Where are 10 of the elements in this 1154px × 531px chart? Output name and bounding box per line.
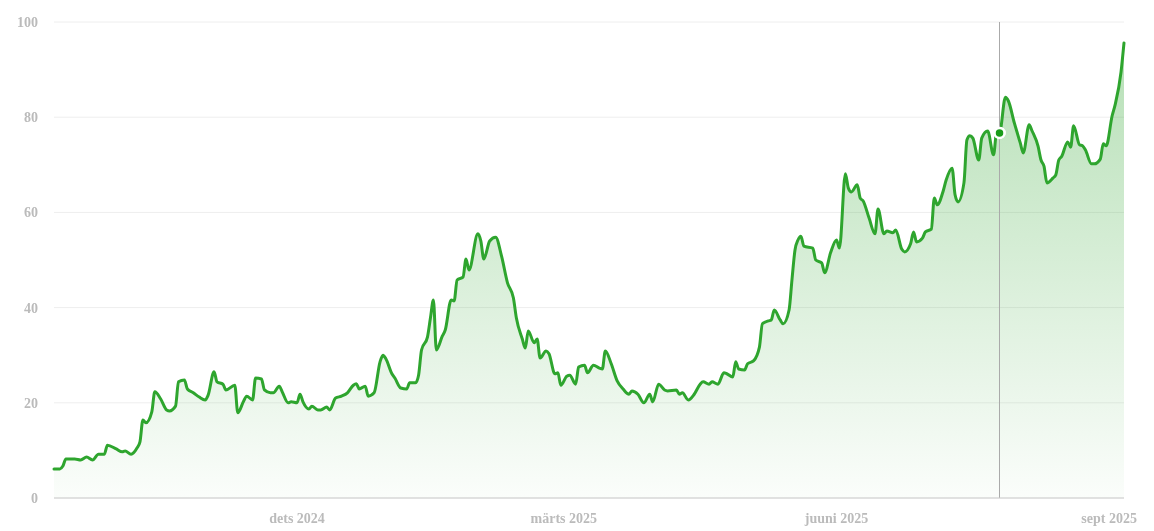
x-tick-label: sept 2025 — [1081, 511, 1137, 526]
y-tick-label: 20 — [24, 395, 38, 411]
y-tick-label: 40 — [24, 300, 38, 316]
x-tick-label: dets 2024 — [269, 511, 325, 526]
y-tick-label: 80 — [24, 110, 38, 126]
y-tick-label: 0 — [31, 490, 38, 506]
x-tick-label: juuni 2025 — [803, 511, 869, 526]
y-tick-label: 100 — [17, 14, 38, 30]
y-tick-label: 60 — [24, 205, 38, 221]
x-tick-label: märts 2025 — [530, 511, 598, 526]
